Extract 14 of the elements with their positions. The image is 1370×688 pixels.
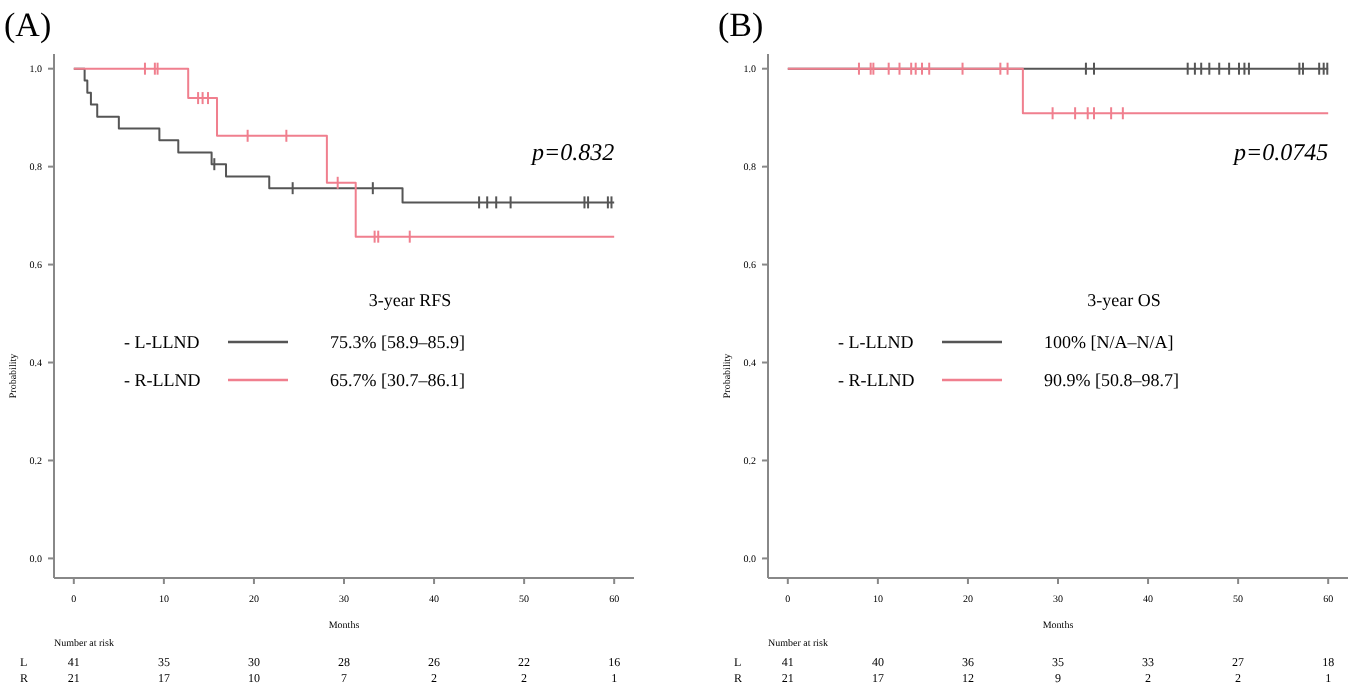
annotation: p=0.0745 — [1231, 138, 1329, 166]
legend-label: - L-LLND — [124, 332, 201, 352]
chart-title: (A) — [4, 6, 52, 44]
legend-label: - L-LLND — [838, 332, 915, 352]
legend-label: - R-LLND — [124, 370, 202, 390]
legend-title: 3-year RFS — [368, 290, 452, 310]
annotation: p=0.832 — [529, 138, 615, 166]
annotation: 100% [N/A–N/A] — [1044, 332, 1174, 352]
legend-title: 3-year OS — [1087, 290, 1161, 310]
chart-title: (B) — [718, 6, 764, 44]
annotation: 65.7% [30.7–86.1] — [330, 370, 465, 390]
annotation: 90.9% [50.8–98.7] — [1044, 370, 1179, 390]
legend-label: - R-LLND — [838, 370, 916, 390]
annotation: 75.3% [58.9–85.9] — [330, 332, 465, 352]
